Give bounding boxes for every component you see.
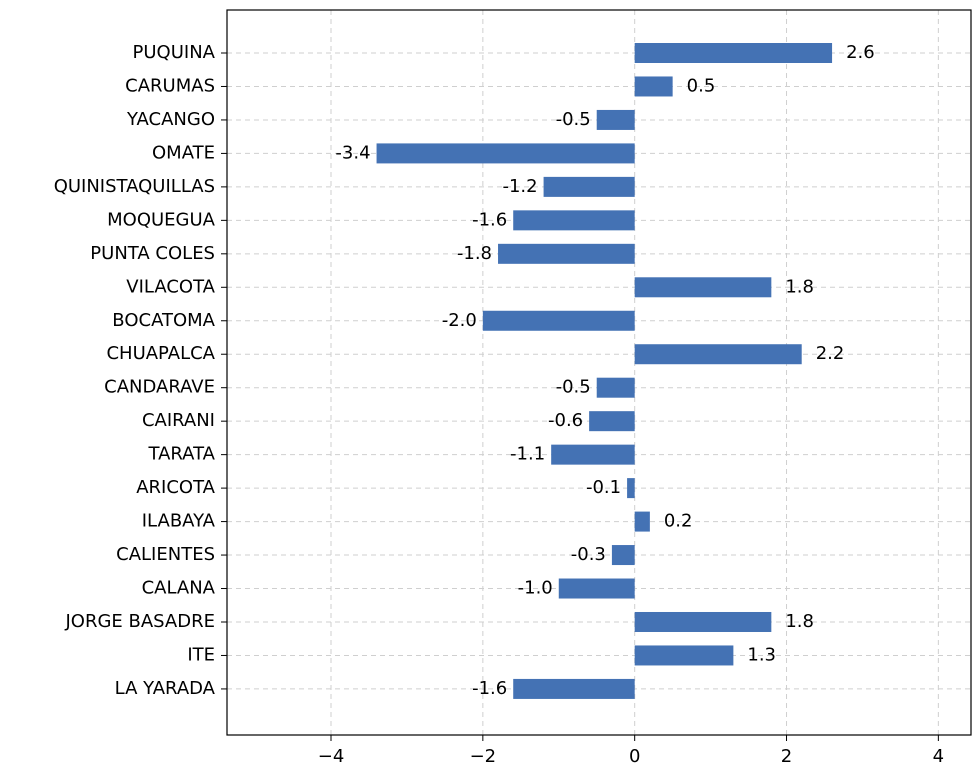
- y-tick-label: ITE: [187, 644, 215, 665]
- x-tick-label: 4: [933, 746, 944, 767]
- x-tick-label: 2: [781, 746, 792, 767]
- y-tick-label: VILACOTA: [126, 276, 215, 297]
- value-label: -2.0: [442, 310, 477, 331]
- x-tick-label: −2: [470, 746, 497, 767]
- value-label: 1.3: [747, 644, 776, 665]
- bar: [596, 377, 635, 398]
- y-tick-label: CHUAPALCA: [106, 343, 215, 364]
- y-tick-label: JORGE BASADRE: [64, 611, 215, 632]
- bar: [634, 277, 772, 298]
- value-label: -3.4: [335, 142, 370, 163]
- y-tick-label: LA YARADA: [115, 678, 216, 699]
- bar: [634, 645, 734, 666]
- bar: [482, 310, 635, 331]
- value-label: -0.6: [548, 410, 583, 431]
- y-tick-label: ILABAYA: [142, 511, 216, 532]
- value-label: 0.5: [687, 75, 716, 96]
- y-tick-label: PUQUINA: [133, 42, 216, 63]
- y-tick-label: CALANA: [142, 578, 216, 599]
- x-tick-label: −4: [318, 746, 345, 767]
- bar: [513, 210, 635, 231]
- bar: [634, 43, 833, 63]
- value-label: -1.6: [472, 209, 507, 230]
- bar: [551, 444, 635, 465]
- plot-frame: [226, 9, 972, 736]
- bar: [634, 76, 673, 97]
- y-tick-label: YACANGO: [126, 109, 215, 130]
- value-label: -1.2: [502, 176, 537, 197]
- bar: [589, 411, 635, 432]
- value-label: 2.6: [846, 42, 875, 63]
- y-tick-label: PUNTA COLES: [90, 243, 215, 264]
- y-tick-label: CANDARAVE: [104, 377, 215, 398]
- bar: [634, 511, 650, 532]
- y-tick-label: CARUMAS: [125, 75, 215, 96]
- bar: [513, 678, 635, 699]
- value-label: 0.2: [664, 511, 693, 532]
- y-tick-label: TARATA: [147, 444, 215, 465]
- y-tick-label: MOQUEGUA: [107, 209, 216, 230]
- y-tick-label: CALIENTES: [116, 544, 215, 565]
- value-label: 2.2: [816, 343, 845, 364]
- value-label: -1.6: [472, 678, 507, 699]
- y-tick-label: OMATE: [152, 142, 215, 163]
- x-tick-label: 0: [629, 746, 640, 767]
- value-label: -0.5: [556, 109, 591, 130]
- value-label: -1.1: [510, 444, 545, 465]
- bar: [596, 109, 635, 130]
- bar: [543, 176, 635, 197]
- y-tick-label: CAIRANI: [142, 410, 215, 431]
- value-label: -1.0: [518, 578, 553, 599]
- bar: [634, 344, 802, 365]
- value-label: -0.5: [556, 377, 591, 398]
- value-label: -0.1: [586, 477, 621, 498]
- value-label: -1.8: [457, 243, 492, 264]
- bar: [558, 578, 635, 599]
- bar: [627, 478, 635, 499]
- y-tick-label: QUINISTAQUILLAS: [54, 176, 215, 197]
- bar: [376, 143, 635, 164]
- bar: [498, 243, 635, 264]
- y-tick-label: ARICOTA: [136, 477, 215, 498]
- bar: [611, 545, 635, 566]
- value-label: 1.8: [785, 611, 814, 632]
- value-label: -0.3: [571, 544, 606, 565]
- bar: [634, 611, 772, 632]
- y-tick-label: BOCATOMA: [112, 310, 215, 331]
- value-label: 1.8: [785, 276, 814, 297]
